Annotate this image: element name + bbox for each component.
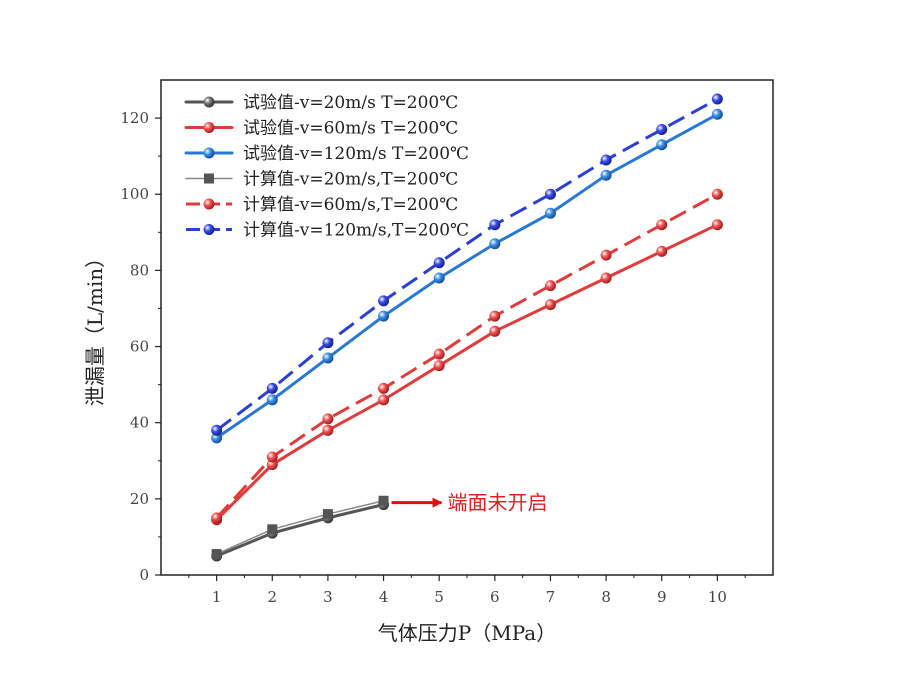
series-3 [211, 108, 723, 444]
series-4 [211, 495, 389, 560]
data-point [322, 509, 333, 520]
y-tick-label-80: 80 [130, 261, 149, 279]
x-tick-label-4: 4 [379, 588, 389, 606]
data-point [489, 238, 501, 250]
legend-label-6: 计算值-v=120m/s,T=200℃ [243, 221, 469, 241]
series-line-4 [215, 500, 385, 555]
series-line-5 [215, 192, 719, 519]
y-tick-label-0: 0 [139, 566, 149, 584]
data-point [600, 249, 612, 261]
data-point [266, 459, 278, 471]
series-line-1 [215, 503, 386, 558]
data-point [322, 352, 334, 364]
x-tick-label-7: 7 [546, 588, 556, 606]
data-point [322, 424, 334, 436]
data-point [266, 394, 278, 406]
data-point [600, 154, 612, 166]
legend-label-2: 试验值-v=60m/s T=200℃ [243, 119, 458, 139]
data-point [433, 348, 445, 360]
data-point [322, 337, 334, 349]
y-tick-label-100: 100 [120, 185, 149, 203]
data-point [266, 382, 278, 394]
legend-label-3: 试验值-v=120m/s T=200℃ [243, 144, 469, 164]
series-line-2 [215, 223, 719, 522]
series-layer [211, 93, 723, 562]
data-point [433, 272, 445, 284]
data-point [489, 325, 501, 337]
data-point [211, 424, 223, 436]
y-tick-label-20: 20 [130, 490, 149, 508]
x-tick-label-8: 8 [601, 588, 611, 606]
x-tick-label-6: 6 [490, 588, 500, 606]
series-1 [211, 499, 390, 562]
annotation-layer: 端面未开启 [391, 491, 548, 515]
data-point [656, 124, 668, 135]
data-point [267, 524, 278, 535]
series-5 [211, 188, 723, 524]
annotation-label: 端面未开启 [448, 491, 548, 515]
legend-marker-6 [203, 224, 215, 235]
legend: 试验值-v=20m/s T=200℃ 试验值-v=60m/s T=200℃ 试验值-… [184, 93, 469, 241]
data-point [711, 93, 723, 105]
x-tick-label-10: 10 [708, 588, 727, 606]
data-point [433, 257, 445, 269]
data-point [711, 108, 723, 120]
data-point [378, 310, 390, 322]
legend-marker-1 [203, 96, 215, 108]
data-point [711, 188, 723, 200]
data-point [489, 219, 501, 231]
data-point [266, 451, 278, 463]
series-line-3 [215, 112, 719, 440]
data-point [544, 299, 556, 311]
legend-label-4: 计算值-v=20m/s,T=200℃ [243, 170, 458, 190]
x-tick-label-5: 5 [434, 588, 444, 606]
legend-marker-3 [203, 147, 215, 159]
data-point [322, 413, 334, 425]
legend-label-5: 计算值-v=60m/s,T=200℃ [243, 195, 458, 215]
data-point [544, 207, 556, 219]
data-point [378, 382, 390, 394]
data-point [489, 310, 501, 322]
x-tick-label-1: 1 [212, 588, 222, 606]
data-point [378, 295, 390, 307]
data-point [544, 188, 556, 200]
data-point [211, 432, 223, 444]
data-point [656, 139, 668, 151]
data-point [211, 512, 223, 524]
y-tick-label-40: 40 [130, 414, 149, 432]
data-point [600, 169, 612, 181]
y-axis-title: 泄漏量（L/min） [83, 248, 107, 406]
data-point [656, 245, 668, 257]
x-tick-label-3: 3 [323, 588, 333, 606]
data-point [600, 272, 612, 284]
data-point [378, 495, 389, 506]
y-tick-label-120: 120 [120, 109, 149, 127]
data-point [656, 219, 668, 231]
x-axis-title: 气体压力P（MPa） [378, 621, 556, 645]
data-point [211, 549, 222, 560]
legend-marker-4 [204, 173, 214, 184]
data-point [544, 280, 556, 292]
x-tick-label-9: 9 [657, 588, 667, 606]
data-point [433, 360, 445, 372]
series-6 [211, 93, 723, 436]
y-tick-label-60: 60 [130, 338, 149, 356]
legend-marker-2 [203, 122, 215, 133]
series-2 [211, 219, 723, 526]
x-tick-label-2: 2 [267, 588, 277, 606]
legend-marker-5 [203, 198, 215, 210]
series-line-6 [215, 97, 719, 432]
legend-label-1: 试验值-v=20m/s T=200℃ [243, 93, 458, 113]
data-point [378, 394, 390, 406]
data-point [711, 219, 723, 231]
